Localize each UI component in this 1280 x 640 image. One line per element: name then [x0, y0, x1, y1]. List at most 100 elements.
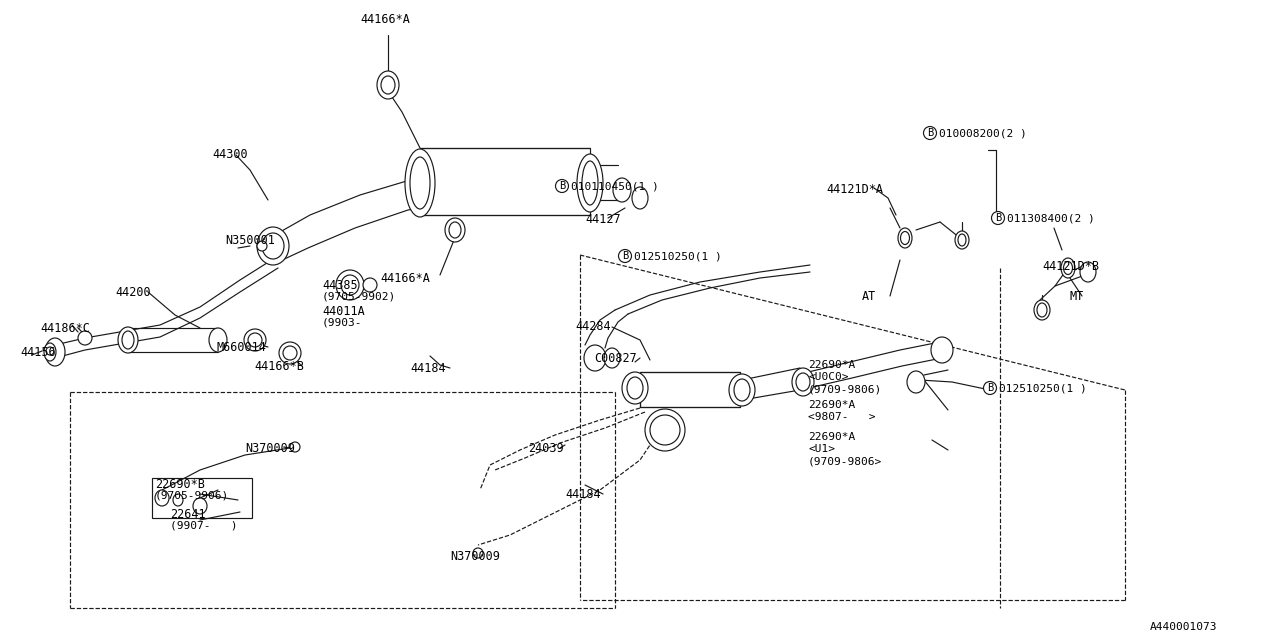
Text: 44166*A: 44166*A	[380, 272, 430, 285]
Ellipse shape	[44, 343, 56, 361]
Circle shape	[983, 381, 997, 394]
Ellipse shape	[337, 270, 364, 300]
Ellipse shape	[244, 329, 266, 351]
Text: 44166*A: 44166*A	[360, 13, 410, 26]
Ellipse shape	[410, 157, 430, 209]
Ellipse shape	[792, 368, 814, 396]
Text: B: B	[987, 383, 993, 393]
Ellipse shape	[78, 331, 92, 345]
Text: 44184: 44184	[564, 488, 600, 501]
Ellipse shape	[957, 234, 966, 246]
Text: B: B	[927, 128, 933, 138]
Text: 22641: 22641	[170, 508, 206, 521]
Ellipse shape	[248, 333, 262, 347]
Text: 44011A: 44011A	[323, 305, 365, 318]
Text: 44166*B: 44166*B	[253, 360, 303, 373]
Ellipse shape	[632, 187, 648, 209]
Ellipse shape	[378, 71, 399, 99]
Text: 24039: 24039	[529, 442, 563, 455]
Ellipse shape	[908, 371, 925, 393]
Circle shape	[556, 179, 568, 193]
Circle shape	[618, 250, 631, 262]
Ellipse shape	[291, 442, 300, 452]
Ellipse shape	[627, 377, 643, 399]
Ellipse shape	[449, 222, 461, 238]
Text: B: B	[622, 251, 628, 261]
Ellipse shape	[733, 379, 750, 401]
Text: (9903-: (9903-	[323, 317, 362, 327]
Ellipse shape	[122, 331, 134, 349]
Ellipse shape	[899, 228, 913, 248]
Text: 012510250(1 ): 012510250(1 )	[998, 383, 1087, 393]
Text: 44385: 44385	[323, 279, 357, 292]
Text: B: B	[559, 181, 566, 191]
Ellipse shape	[730, 374, 755, 406]
Text: N370009: N370009	[451, 550, 500, 563]
Bar	[128, 328, 218, 352]
Ellipse shape	[279, 342, 301, 364]
Text: (9907-   ): (9907- )	[170, 520, 238, 530]
Ellipse shape	[1080, 262, 1096, 282]
Ellipse shape	[257, 227, 289, 265]
Text: MT: MT	[1070, 290, 1084, 303]
Text: 22690*B: 22690*B	[155, 478, 205, 491]
Text: <U1>: <U1>	[808, 444, 835, 454]
Ellipse shape	[931, 337, 954, 363]
Text: 44121D*A: 44121D*A	[826, 183, 883, 196]
Ellipse shape	[1034, 300, 1050, 320]
Text: AT: AT	[861, 290, 877, 303]
Text: 010110450(1 ): 010110450(1 )	[571, 181, 658, 191]
Ellipse shape	[445, 218, 465, 242]
Ellipse shape	[118, 327, 138, 353]
Text: 44184: 44184	[410, 362, 445, 375]
Ellipse shape	[901, 232, 910, 244]
Ellipse shape	[46, 347, 54, 355]
Text: 44186*C: 44186*C	[40, 322, 90, 335]
Text: 011308400(2 ): 011308400(2 )	[1006, 213, 1094, 223]
Bar	[152, 478, 252, 518]
Ellipse shape	[622, 372, 648, 404]
Text: <U0C0>: <U0C0>	[808, 372, 849, 382]
Text: C00827: C00827	[594, 352, 636, 365]
Ellipse shape	[209, 328, 227, 352]
Text: <9807-   >: <9807- >	[808, 412, 876, 422]
Text: 44127: 44127	[585, 213, 621, 226]
Ellipse shape	[1037, 303, 1047, 317]
Ellipse shape	[257, 241, 268, 251]
Ellipse shape	[173, 494, 183, 506]
Ellipse shape	[955, 231, 969, 249]
Bar	[420, 148, 590, 215]
Text: 22690*A: 22690*A	[808, 432, 855, 442]
Text: (9709-9806): (9709-9806)	[808, 384, 882, 394]
Text: 22690*A: 22690*A	[808, 400, 855, 410]
Ellipse shape	[582, 161, 598, 205]
Circle shape	[923, 127, 937, 140]
Ellipse shape	[613, 178, 631, 202]
Text: N370009: N370009	[244, 442, 294, 455]
Ellipse shape	[262, 233, 284, 259]
Ellipse shape	[193, 498, 207, 514]
Ellipse shape	[645, 409, 685, 451]
Ellipse shape	[650, 415, 680, 445]
Ellipse shape	[604, 348, 620, 368]
Text: (9705-9902): (9705-9902)	[323, 291, 397, 301]
Bar	[640, 372, 740, 407]
Text: 22690*A: 22690*A	[808, 360, 855, 370]
Ellipse shape	[577, 154, 603, 212]
Text: 012510250(1 ): 012510250(1 )	[634, 251, 721, 261]
Text: 44156: 44156	[20, 346, 55, 359]
Ellipse shape	[796, 373, 810, 391]
Ellipse shape	[45, 338, 65, 366]
Text: 44284: 44284	[575, 320, 611, 333]
Text: 010008200(2 ): 010008200(2 )	[938, 128, 1027, 138]
Ellipse shape	[474, 548, 483, 558]
Text: B: B	[995, 213, 1001, 223]
Text: (9709-9806>: (9709-9806>	[808, 456, 882, 466]
Circle shape	[992, 211, 1005, 225]
Ellipse shape	[364, 278, 378, 292]
Ellipse shape	[381, 76, 396, 94]
Ellipse shape	[404, 149, 435, 217]
Ellipse shape	[340, 275, 358, 295]
Text: 44300: 44300	[212, 148, 247, 161]
Text: 44121D*B: 44121D*B	[1042, 260, 1100, 273]
